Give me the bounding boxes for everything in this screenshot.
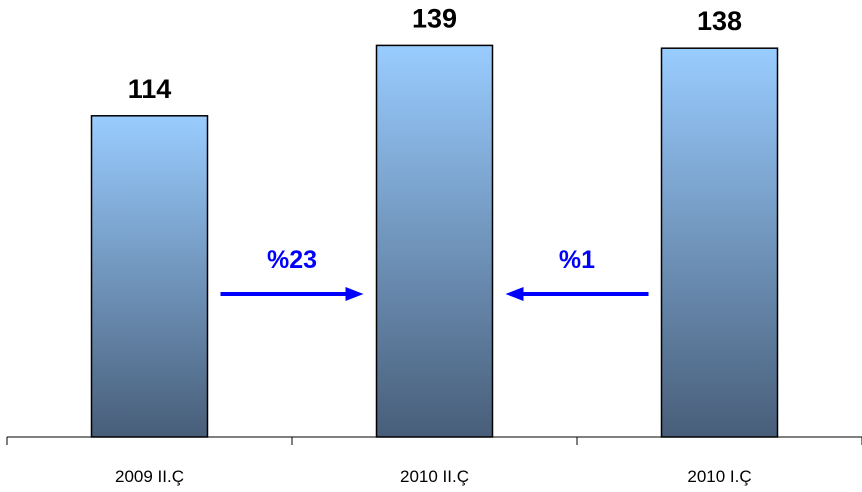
arrow-head-1: [345, 287, 364, 301]
bar-1: [90, 115, 209, 438]
change-annotation-2: %1: [505, 246, 649, 301]
arrow-head-2: [505, 287, 524, 301]
x-axis: 2009 II.Ç 2010 II.Ç 2010 I.Ç: [6, 436, 862, 486]
data-label-1: 114: [128, 74, 172, 104]
bar-2: [375, 44, 494, 438]
x-tick-label-2: 2010 II.Ç: [400, 467, 469, 486]
data-label-2: 139: [412, 3, 457, 33]
data-label-3: 138: [697, 6, 742, 36]
change-annotation-1: %23: [220, 246, 364, 301]
x-tick-label-3: 2010 I.Ç: [687, 467, 751, 486]
x-tick-label-1: 2009 II.Ç: [115, 467, 184, 486]
change-label-1: %23: [267, 246, 317, 274]
change-annotations: %23 %1: [220, 246, 649, 301]
bar-3: [660, 47, 779, 438]
bars-group: 114 139 138: [90, 3, 779, 438]
change-label-2: %1: [559, 246, 595, 274]
